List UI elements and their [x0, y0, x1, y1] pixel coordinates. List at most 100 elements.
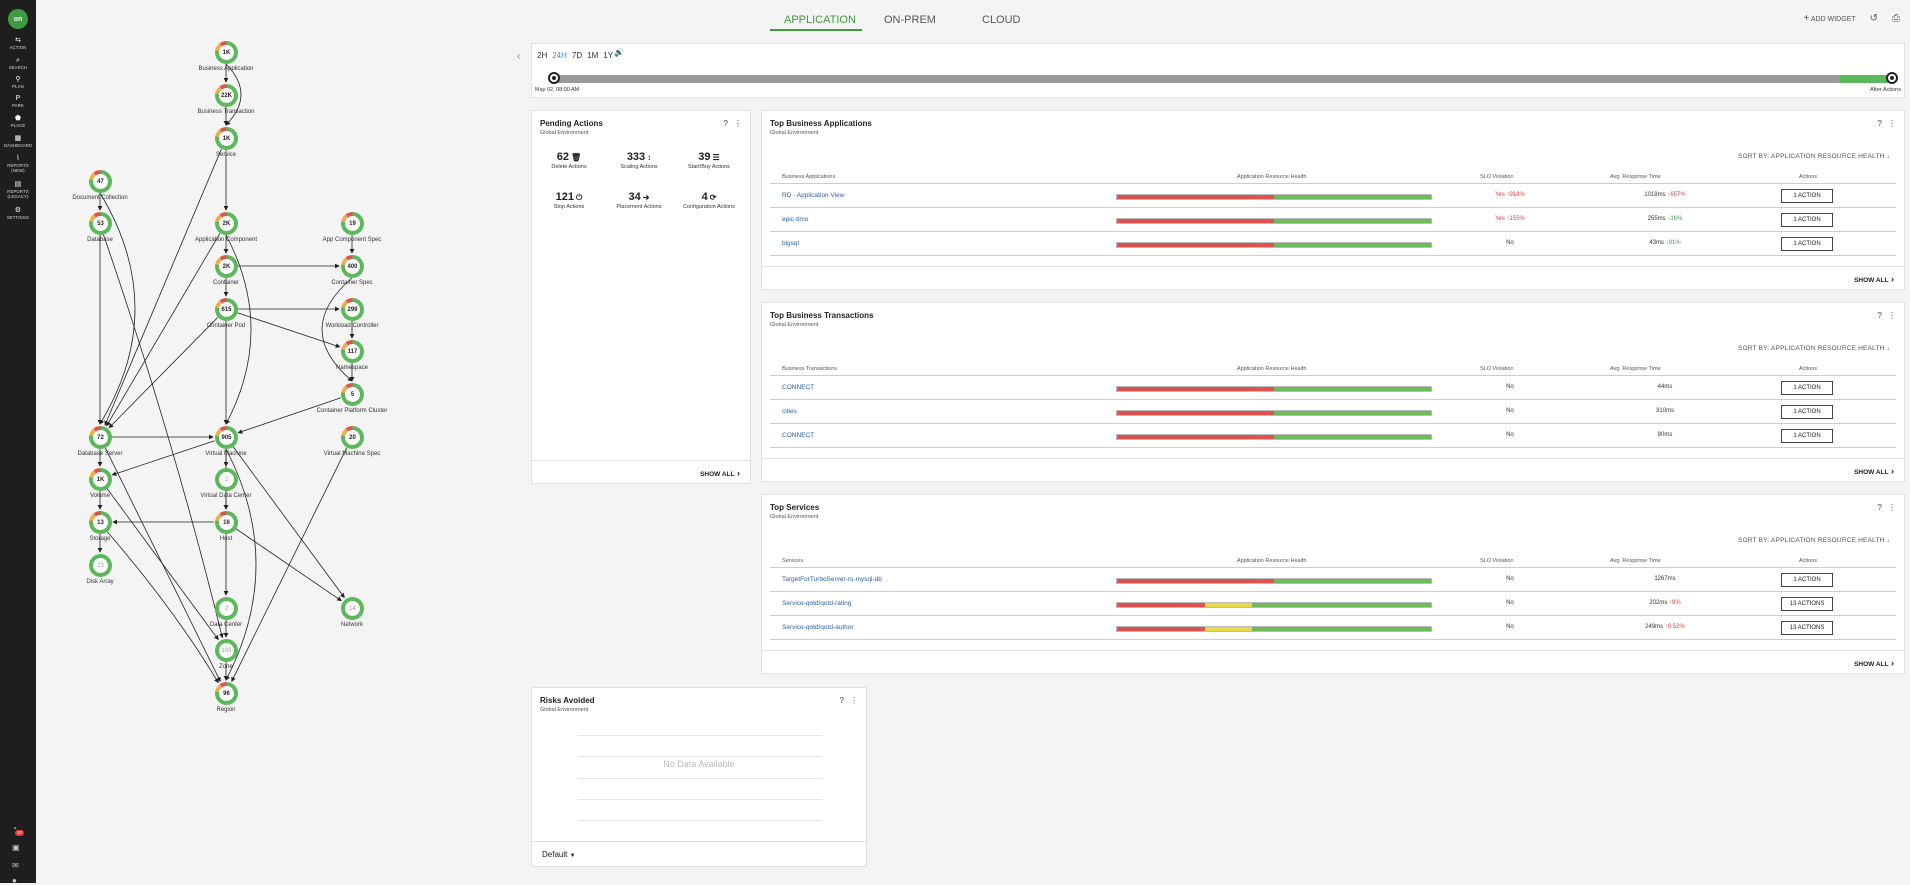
arrow-down-icon: ↓ — [1884, 153, 1890, 160]
action-button[interactable]: 1 ACTION — [1781, 189, 1833, 203]
entity-node-network[interactable]: 14 — [341, 597, 364, 620]
entity-node-database-server[interactable]: 72 — [89, 426, 112, 449]
entity-node-virtual-data-center[interactable]: 2 — [215, 468, 238, 491]
pending-action-stop-actions[interactable]: 121 ⏻ Stop Actions — [534, 191, 604, 210]
entity-node-storage[interactable]: 13 — [89, 511, 112, 534]
pending-action-placement-actions[interactable]: 34 ➔ Placement Actions — [604, 191, 674, 210]
slo-violation: No — [1480, 576, 1540, 582]
help-icon[interactable]: ? — [723, 119, 728, 128]
action-button[interactable]: 1 ACTION — [1781, 381, 1833, 395]
action-button[interactable]: 1 ACTION — [1781, 429, 1833, 443]
entity-node-service[interactable]: 1K — [215, 127, 238, 150]
show-all-button[interactable]: SHOW ALL — [1854, 274, 1894, 284]
entity-node-container-pod[interactable]: 615 — [215, 298, 238, 321]
entity-node-business-application[interactable]: 1K — [215, 41, 238, 64]
tab-cloud[interactable]: CLOUD — [982, 14, 1021, 26]
speaker-icon[interactable]: 🔊 — [614, 48, 624, 57]
entity-node-app-component-spec[interactable]: 19 — [341, 212, 364, 235]
sidebar-item-dashboard[interactable]: ▦ DASHBOARD — [0, 135, 36, 148]
row-name-link[interactable]: epic-timo — [782, 216, 809, 223]
action-button[interactable]: 1 ACTION — [1781, 237, 1833, 251]
show-all-button[interactable]: SHOW ALL — [1854, 466, 1894, 476]
add-widget-button[interactable]: + ADD WIDGET — [1803, 13, 1856, 24]
more-icon[interactable]: ⋮ — [1888, 119, 1896, 128]
show-all-button[interactable]: SHOW ALL — [1854, 658, 1894, 668]
range-2h[interactable]: 2H — [537, 51, 548, 60]
timeline-track[interactable] — [548, 72, 1898, 84]
row-name-link[interactable]: cities — [782, 408, 797, 415]
entity-node-virtual-machine[interactable]: 905 — [215, 426, 238, 449]
sidebar-item-settings[interactable]: ⚙ SETTINGS — [0, 207, 36, 220]
row-name-link[interactable]: CONNECT — [782, 384, 815, 391]
row-name-link[interactable]: Service-qotd/qotd-author — [782, 624, 854, 631]
help-icon[interactable]: ? — [1877, 119, 1882, 128]
tab-application[interactable]: APPLICATION — [784, 14, 856, 26]
pending-action-start-buy-actions[interactable]: 39 ☰ Start/Buy Actions — [674, 151, 744, 170]
user-icon[interactable]: ● — [12, 876, 17, 885]
entity-node-namespace[interactable]: 117 — [341, 340, 364, 363]
row-name-link[interactable]: RD - Application View — [782, 192, 845, 199]
row-name-link[interactable]: bigsql — [782, 240, 799, 247]
action-button[interactable]: 1 ACTION — [1781, 573, 1833, 587]
entity-node-disk-array[interactable]: 13 — [89, 554, 112, 577]
range-1y[interactable]: 1Y — [603, 51, 614, 60]
history-icon[interactable]: ↺ — [1869, 13, 1878, 24]
entity-node-zone[interactable]: 193 — [215, 639, 238, 662]
timeline-start-handle[interactable] — [548, 72, 560, 84]
sidebar-item-action[interactable]: ⇆ ACTION — [0, 37, 36, 50]
row-name-link[interactable]: Service-qotd/qotd-rating — [782, 600, 852, 607]
help-icon[interactable]: ? — [1877, 311, 1882, 320]
entity-node-container[interactable]: 2K — [215, 255, 238, 278]
entity-node-application-component[interactable]: 2K — [215, 212, 238, 235]
help-icon[interactable]: ? — [839, 696, 844, 705]
sidebar-item-reports-new[interactable]: ⌇ REPORTS (NEW) — [0, 155, 36, 173]
notifications-icon[interactable]: ◔ — [12, 824, 17, 833]
entity-node-workload-controller[interactable]: 299 — [341, 298, 364, 321]
help-icon[interactable]: ▣ — [12, 843, 20, 852]
mail-icon[interactable]: ✉ — [12, 861, 19, 870]
more-icon[interactable]: ⋮ — [1888, 503, 1896, 512]
range-24h[interactable]: 24H — [552, 51, 567, 60]
sort-by-dropdown[interactable]: SORT BY: APPLICATION RESOURCE HEALTH ↓ — [1738, 153, 1890, 160]
entity-node-business-transaction[interactable]: 22K — [215, 84, 238, 107]
sidebar-item-place[interactable]: ⬟ PLACE — [0, 115, 36, 128]
timeline-end-handle[interactable] — [1886, 72, 1898, 84]
row-name-link[interactable]: TargetForTurboServer-rs-mysql-db — [782, 576, 882, 583]
action-button[interactable]: 13 ACTIONS — [1781, 597, 1833, 611]
sidebar-item-plan[interactable]: ⚲ PLAN — [0, 76, 36, 89]
scope-dropdown[interactable]: Default ▼ — [542, 850, 576, 859]
entity-node-data-center[interactable]: 2 — [215, 597, 238, 620]
refresh-icon: ⟳ — [709, 193, 717, 202]
sidebar-item-search[interactable]: ⌕ SEARCH — [0, 57, 36, 70]
more-icon[interactable]: ⋮ — [1888, 311, 1896, 320]
entity-node-virtual-machine-spec[interactable]: 20 — [341, 426, 364, 449]
collapse-map-icon[interactable]: ‹ — [517, 51, 521, 62]
entity-node-volume[interactable]: 1K — [89, 468, 112, 491]
sidebar-item-reports-legacy[interactable]: ▤ REPORTS (LEGACY) — [0, 181, 36, 199]
entity-node-region[interactable]: 96 — [215, 682, 238, 705]
arrow-up-icon: ↑ — [1504, 216, 1510, 222]
entity-node-container-spec[interactable]: 400 — [341, 255, 364, 278]
help-icon[interactable]: ? — [1877, 503, 1882, 512]
entity-node-database[interactable]: 53 — [89, 212, 112, 235]
entity-node-document-collection[interactable]: 47 — [89, 170, 112, 193]
action-button[interactable]: 13 ACTIONS — [1781, 621, 1833, 635]
print-icon[interactable]: ⎙ — [1892, 13, 1900, 24]
show-all-button[interactable]: SHOW ALL — [700, 468, 740, 478]
pending-action-configuration-actions[interactable]: 4 ⟳ Configuration Actions — [674, 191, 744, 210]
tab-on-prem[interactable]: ON-PREM — [884, 14, 936, 26]
row-name-link[interactable]: CONNECT — [782, 432, 815, 439]
action-button[interactable]: 1 ACTION — [1781, 213, 1833, 227]
more-icon[interactable]: ⋮ — [734, 119, 742, 128]
range-7d[interactable]: 7D — [571, 51, 583, 60]
sort-by-dropdown[interactable]: SORT BY: APPLICATION RESOURCE HEALTH ↓ — [1738, 345, 1890, 352]
action-button[interactable]: 1 ACTION — [1781, 405, 1833, 419]
range-1m[interactable]: 1M — [587, 51, 599, 60]
entity-node-container-platform-cluster[interactable]: 5 — [341, 383, 364, 406]
sort-by-dropdown[interactable]: SORT BY: APPLICATION RESOURCE HEALTH ↓ — [1738, 537, 1890, 544]
sidebar-item-park[interactable]: P PARK — [0, 95, 36, 108]
more-icon[interactable]: ⋮ — [850, 696, 858, 705]
pending-action-delete-actions[interactable]: 62 🗑 Delete Actions — [534, 151, 604, 170]
pending-action-scaling-actions[interactable]: 333 ↕ Scaling Actions — [604, 151, 674, 170]
entity-node-host[interactable]: 16 — [215, 511, 238, 534]
